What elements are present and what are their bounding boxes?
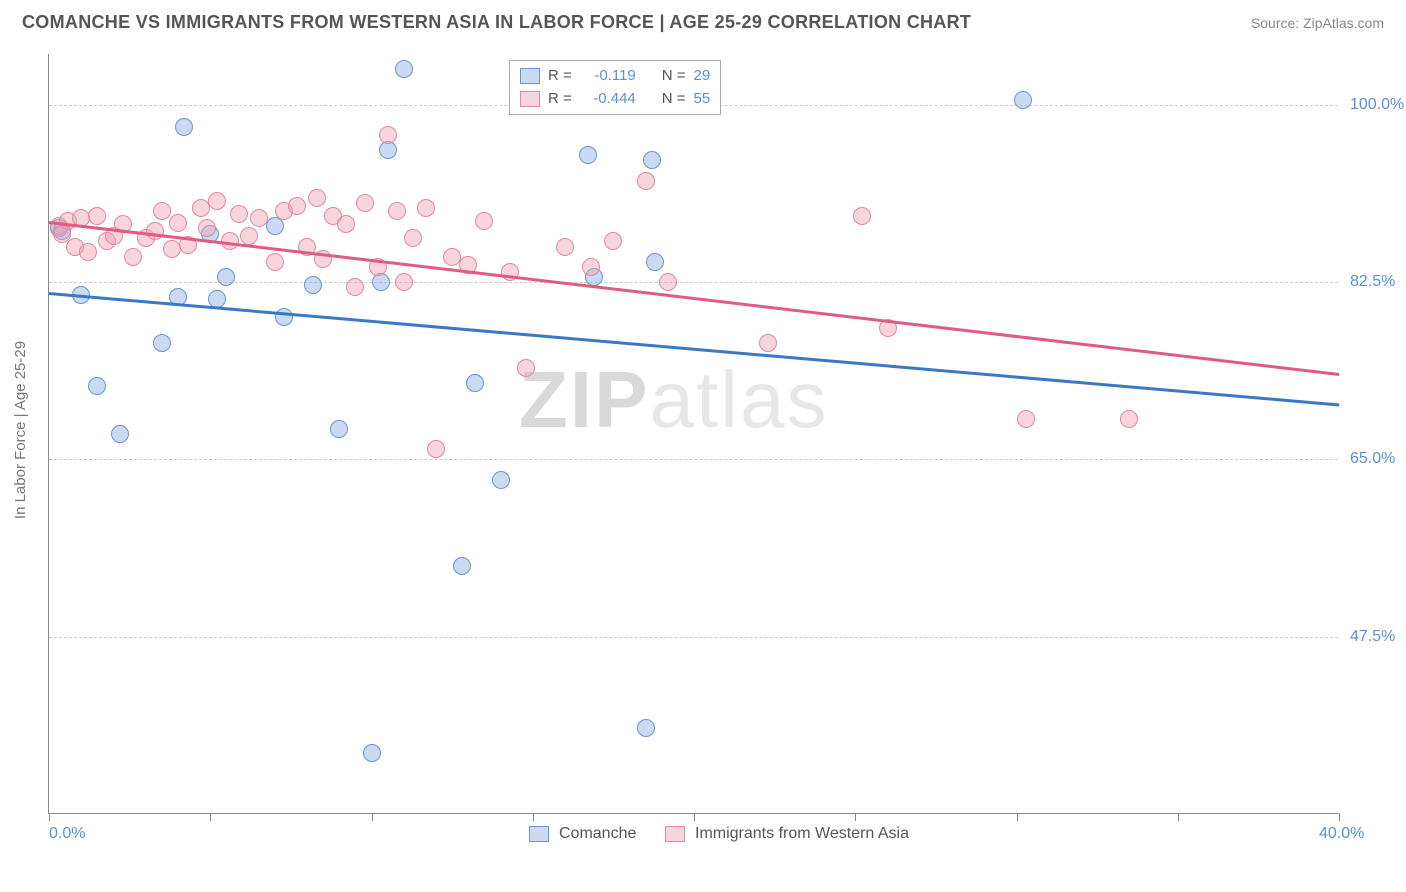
trendline-immigrants: [49, 221, 1339, 375]
x-tick: [49, 813, 50, 821]
point-comanche: [304, 276, 322, 294]
point-immigrants: [146, 222, 164, 240]
point-immigrants: [517, 359, 535, 377]
n-label: N =: [662, 65, 686, 88]
legend-label: Immigrants from Western Asia: [695, 825, 909, 843]
point-comanche: [466, 374, 484, 392]
point-comanche: [175, 118, 193, 136]
legend-swatch: [520, 91, 540, 107]
r-label: R =: [548, 65, 572, 88]
point-immigrants: [427, 440, 445, 458]
x-tick: [1339, 813, 1340, 821]
y-tick-label: 47.5%: [1350, 628, 1406, 646]
x-tick: [694, 813, 695, 821]
point-immigrants: [124, 248, 142, 266]
source-attribution: Source: ZipAtlas.com: [1251, 15, 1384, 31]
y-axis-label: In Labor Force | Age 25-29: [12, 341, 29, 519]
correlation-legend: R = -0.119 N = 29 R = -0.444 N = 55: [509, 60, 721, 115]
point-immigrants: [1120, 410, 1138, 428]
n-label: N =: [662, 88, 686, 111]
y-tick-label: 65.0%: [1350, 450, 1406, 468]
point-immigrants: [208, 192, 226, 210]
series-legend-item: Immigrants from Western Asia: [665, 825, 909, 843]
point-comanche: [217, 268, 235, 286]
x-tick: [855, 813, 856, 821]
point-comanche: [88, 377, 106, 395]
point-immigrants: [604, 232, 622, 250]
legend-label: Comanche: [559, 825, 636, 843]
legend-swatch: [665, 826, 685, 842]
r-label: R =: [548, 88, 572, 111]
point-immigrants: [356, 194, 374, 212]
point-comanche: [646, 253, 664, 271]
point-comanche: [453, 557, 471, 575]
point-comanche: [153, 334, 171, 352]
point-immigrants: [346, 278, 364, 296]
point-immigrants: [853, 207, 871, 225]
y-tick-label: 82.5%: [1350, 273, 1406, 291]
point-immigrants: [169, 214, 187, 232]
n-value: 29: [694, 65, 711, 88]
x-tick: [533, 813, 534, 821]
point-comanche: [330, 420, 348, 438]
legend-swatch: [529, 826, 549, 842]
point-immigrants: [379, 126, 397, 144]
point-immigrants: [582, 258, 600, 276]
point-immigrants: [337, 215, 355, 233]
chart-title: COMANCHE VS IMMIGRANTS FROM WESTERN ASIA…: [22, 12, 971, 33]
point-immigrants: [250, 209, 268, 227]
legend-swatch: [520, 68, 540, 84]
point-immigrants: [240, 227, 258, 245]
gridline: [49, 282, 1338, 283]
point-immigrants: [759, 334, 777, 352]
point-comanche: [395, 60, 413, 78]
point-comanche: [1014, 91, 1032, 109]
point-comanche: [363, 744, 381, 762]
gridline: [49, 459, 1338, 460]
point-immigrants: [230, 205, 248, 223]
point-immigrants: [556, 238, 574, 256]
point-immigrants: [266, 253, 284, 271]
point-immigrants: [308, 189, 326, 207]
point-comanche: [111, 425, 129, 443]
point-immigrants: [288, 197, 306, 215]
point-comanche: [266, 217, 284, 235]
x-tick-label: 40.0%: [1319, 825, 1364, 843]
series-legend-item: Comanche: [529, 825, 636, 843]
n-value: 55: [694, 88, 711, 111]
point-comanche: [637, 719, 655, 737]
x-tick: [210, 813, 211, 821]
legend-row: R = -0.444 N = 55: [520, 88, 710, 111]
point-comanche: [579, 146, 597, 164]
point-immigrants: [198, 219, 216, 237]
point-immigrants: [79, 243, 97, 261]
point-immigrants: [388, 202, 406, 220]
point-immigrants: [404, 229, 422, 247]
watermark-light: atlas: [649, 355, 828, 444]
point-comanche: [492, 471, 510, 489]
x-tick: [1017, 813, 1018, 821]
point-comanche: [372, 273, 390, 291]
x-tick: [1178, 813, 1179, 821]
watermark-bold: ZIP: [519, 355, 649, 444]
gridline: [49, 637, 1338, 638]
point-immigrants: [1017, 410, 1035, 428]
x-tick: [372, 813, 373, 821]
point-immigrants: [637, 172, 655, 190]
point-immigrants: [395, 273, 413, 291]
watermark: ZIPatlas: [519, 354, 828, 446]
point-immigrants: [153, 202, 171, 220]
r-value: -0.444: [580, 88, 636, 111]
point-immigrants: [88, 207, 106, 225]
scatter-chart: ZIPatlas 47.5%65.0%82.5%100.0%0.0%40.0%R…: [48, 54, 1338, 814]
trendline-comanche: [49, 292, 1339, 406]
point-comanche: [643, 151, 661, 169]
point-immigrants: [475, 212, 493, 230]
x-tick-label: 0.0%: [49, 825, 85, 843]
y-tick-label: 100.0%: [1350, 96, 1406, 114]
point-immigrants: [417, 199, 435, 217]
legend-row: R = -0.119 N = 29: [520, 65, 710, 88]
point-immigrants: [659, 273, 677, 291]
r-value: -0.119: [580, 65, 636, 88]
